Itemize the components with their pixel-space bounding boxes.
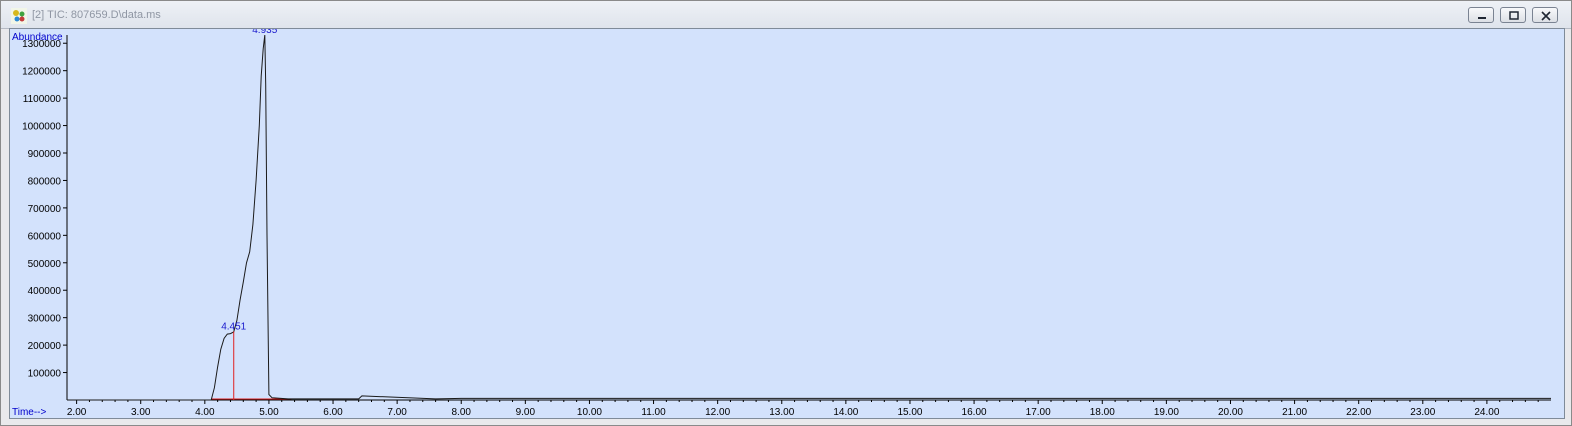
x-tick-label: 2.00 bbox=[67, 407, 87, 418]
y-tick-label: 700000 bbox=[28, 204, 62, 215]
x-tick-label: 22.00 bbox=[1346, 407, 1371, 418]
peak-label: 4.451 bbox=[221, 321, 246, 332]
y-tick-label: 600000 bbox=[28, 231, 62, 242]
peak-label: 4.935 bbox=[252, 29, 277, 36]
x-tick-label: 4.00 bbox=[195, 407, 215, 418]
close-button[interactable] bbox=[1532, 7, 1558, 23]
x-tick-label: 13.00 bbox=[769, 407, 794, 418]
y-tick-label: 1200000 bbox=[22, 67, 61, 78]
x-tick-label: 20.00 bbox=[1218, 407, 1243, 418]
x-axis-label: Time--> bbox=[12, 407, 47, 418]
minimize-icon bbox=[1478, 17, 1486, 19]
x-tick-label: 15.00 bbox=[897, 407, 922, 418]
y-axis-label: Abundance bbox=[12, 32, 63, 43]
x-tick-label: 18.00 bbox=[1090, 407, 1115, 418]
window-title: [2] TIC: 807659.D\data.ms bbox=[32, 9, 161, 21]
x-tick-label: 14.00 bbox=[833, 407, 858, 418]
y-tick-label: 800000 bbox=[28, 176, 62, 187]
x-tick-label: 21.00 bbox=[1282, 407, 1307, 418]
tic-trace-line bbox=[67, 34, 1551, 401]
title-bar[interactable]: [2] TIC: 807659.D\data.ms bbox=[1, 1, 1571, 29]
x-tick-label: 19.00 bbox=[1154, 407, 1179, 418]
y-tick-label: 900000 bbox=[28, 149, 62, 160]
y-tick-label: 1300000 bbox=[22, 39, 61, 50]
y-tick-label: 1100000 bbox=[23, 94, 62, 105]
y-tick-label: 100000 bbox=[28, 369, 62, 380]
y-tick-label: 200000 bbox=[28, 341, 62, 352]
tic-chromatogram-chart: Abundance Time--> 100000 200000 300000 4000… bbox=[12, 25, 1551, 418]
y-tick-label: 1000000 bbox=[22, 122, 61, 133]
x-tick-label: 23.00 bbox=[1410, 407, 1435, 418]
y-tick-label: 500000 bbox=[28, 259, 62, 270]
minimize-button[interactable] bbox=[1468, 7, 1494, 23]
x-tick-label: 7.00 bbox=[387, 407, 407, 418]
y-tick-label: 300000 bbox=[28, 314, 62, 325]
x-tick-label: 5.00 bbox=[259, 407, 279, 418]
close-icon bbox=[1541, 11, 1551, 21]
x-tick-label: 12.00 bbox=[705, 407, 730, 418]
x-tick-label: 11.00 bbox=[641, 407, 666, 418]
x-tick-label: 17.00 bbox=[1026, 407, 1051, 418]
x-tick-label: 6.00 bbox=[323, 407, 343, 418]
x-tick-label: 3.00 bbox=[131, 407, 151, 418]
restore-button[interactable] bbox=[1500, 7, 1526, 23]
x-tick-label: 8.00 bbox=[452, 407, 472, 418]
chromatogram-app-icon bbox=[11, 8, 27, 24]
x-tick-label: 16.00 bbox=[962, 407, 987, 418]
restore-icon bbox=[1509, 11, 1519, 20]
x-tick-label: 10.00 bbox=[577, 407, 602, 418]
x-tick-label: 9.00 bbox=[516, 407, 536, 418]
y-tick-label: 400000 bbox=[28, 286, 62, 297]
x-tick-label: 24.00 bbox=[1474, 407, 1499, 418]
plot-area[interactable]: Abundance Time--> 100000 200000 300000 4000… bbox=[9, 25, 1565, 419]
